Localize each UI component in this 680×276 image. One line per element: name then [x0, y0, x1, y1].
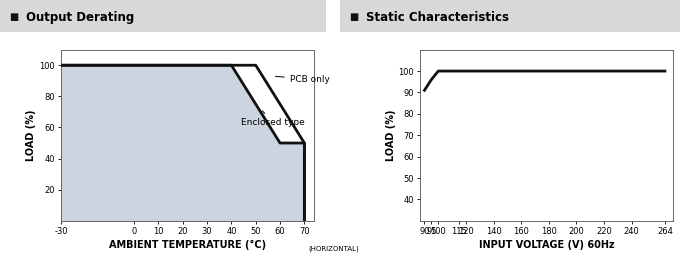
Text: Enclosed type: Enclosed type — [241, 111, 305, 127]
Text: ■: ■ — [9, 12, 18, 22]
Text: (HORIZONTAL): (HORIZONTAL) — [308, 246, 359, 252]
Text: PCB only: PCB only — [275, 75, 330, 84]
Text: Static Characteristics: Static Characteristics — [366, 10, 509, 24]
Polygon shape — [61, 65, 305, 221]
Y-axis label: LOAD (%): LOAD (%) — [27, 110, 37, 161]
X-axis label: INPUT VOLTAGE (V) 60Hz: INPUT VOLTAGE (V) 60Hz — [479, 240, 615, 250]
Text: Output Derating: Output Derating — [26, 10, 134, 24]
X-axis label: AMBIENT TEMPERATURE (°C): AMBIENT TEMPERATURE (°C) — [109, 240, 266, 250]
Y-axis label: LOAD (%): LOAD (%) — [386, 110, 396, 161]
Text: ■: ■ — [349, 12, 358, 22]
